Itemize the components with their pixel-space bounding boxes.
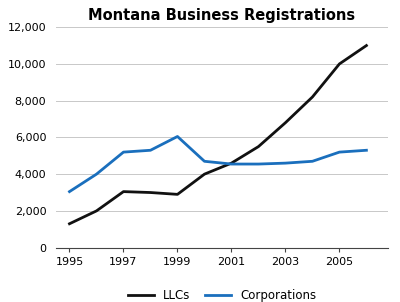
Corporations [256, 162, 261, 166]
Line: Corporations: Corporations [70, 137, 366, 191]
LLCs [121, 190, 126, 193]
LLCs [364, 44, 369, 47]
LLCs [94, 209, 99, 213]
Corporations [175, 135, 180, 138]
LLCs [337, 62, 342, 66]
Corporations [337, 150, 342, 154]
LLCs [229, 161, 234, 165]
Corporations [121, 150, 126, 154]
Legend: LLCs, Corporations: LLCs, Corporations [123, 284, 321, 302]
Title: Montana Business Registrations: Montana Business Registrations [88, 8, 356, 23]
Corporations [67, 190, 72, 193]
Corporations [94, 172, 99, 176]
LLCs [256, 145, 261, 148]
LLCs [283, 121, 288, 124]
Corporations [148, 149, 153, 152]
LLCs [67, 222, 72, 226]
LLCs [175, 193, 180, 196]
LLCs [310, 95, 315, 99]
LLCs [148, 191, 153, 194]
LLCs [202, 172, 207, 176]
Corporations [283, 161, 288, 165]
Line: LLCs: LLCs [70, 46, 366, 224]
Corporations [310, 159, 315, 163]
Corporations [229, 162, 234, 166]
Corporations [202, 159, 207, 163]
Corporations [364, 149, 369, 152]
